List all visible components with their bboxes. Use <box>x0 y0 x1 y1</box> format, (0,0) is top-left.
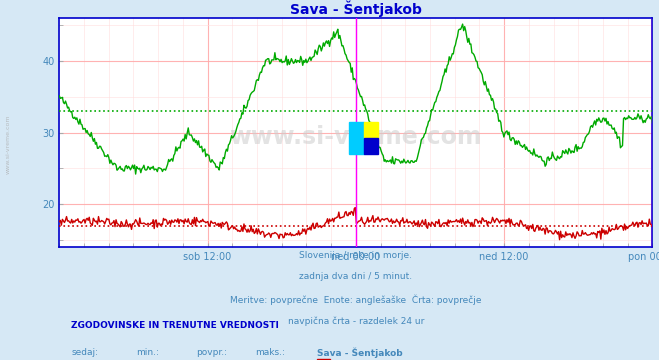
Bar <box>364 122 378 138</box>
Text: www.si-vreme.com: www.si-vreme.com <box>229 125 482 149</box>
Text: zadnja dva dni / 5 minut.: zadnja dva dni / 5 minut. <box>299 273 413 282</box>
Text: sedaj:: sedaj: <box>71 348 98 357</box>
Title: Sava - Šentjakob: Sava - Šentjakob <box>290 0 422 17</box>
Bar <box>364 138 378 154</box>
Text: Slovenija / reke in morje.: Slovenija / reke in morje. <box>299 251 413 260</box>
Bar <box>349 122 364 154</box>
Text: navpična črta - razdelek 24 ur: navpična črta - razdelek 24 ur <box>288 316 424 325</box>
Bar <box>318 359 330 360</box>
Text: maks.:: maks.: <box>255 348 285 357</box>
Text: www.si-vreme.com: www.si-vreme.com <box>5 114 11 174</box>
Text: Sava - Šentjakob: Sava - Šentjakob <box>318 348 403 358</box>
Text: povpr.:: povpr.: <box>196 348 227 357</box>
Text: min.:: min.: <box>136 348 159 357</box>
Text: Meritve: povprečne  Enote: anglešaške  Črta: povprečje: Meritve: povprečne Enote: anglešaške Črt… <box>230 294 482 305</box>
Text: ZGODOVINSKE IN TRENUTNE VREDNOSTI: ZGODOVINSKE IN TRENUTNE VREDNOSTI <box>71 321 279 330</box>
